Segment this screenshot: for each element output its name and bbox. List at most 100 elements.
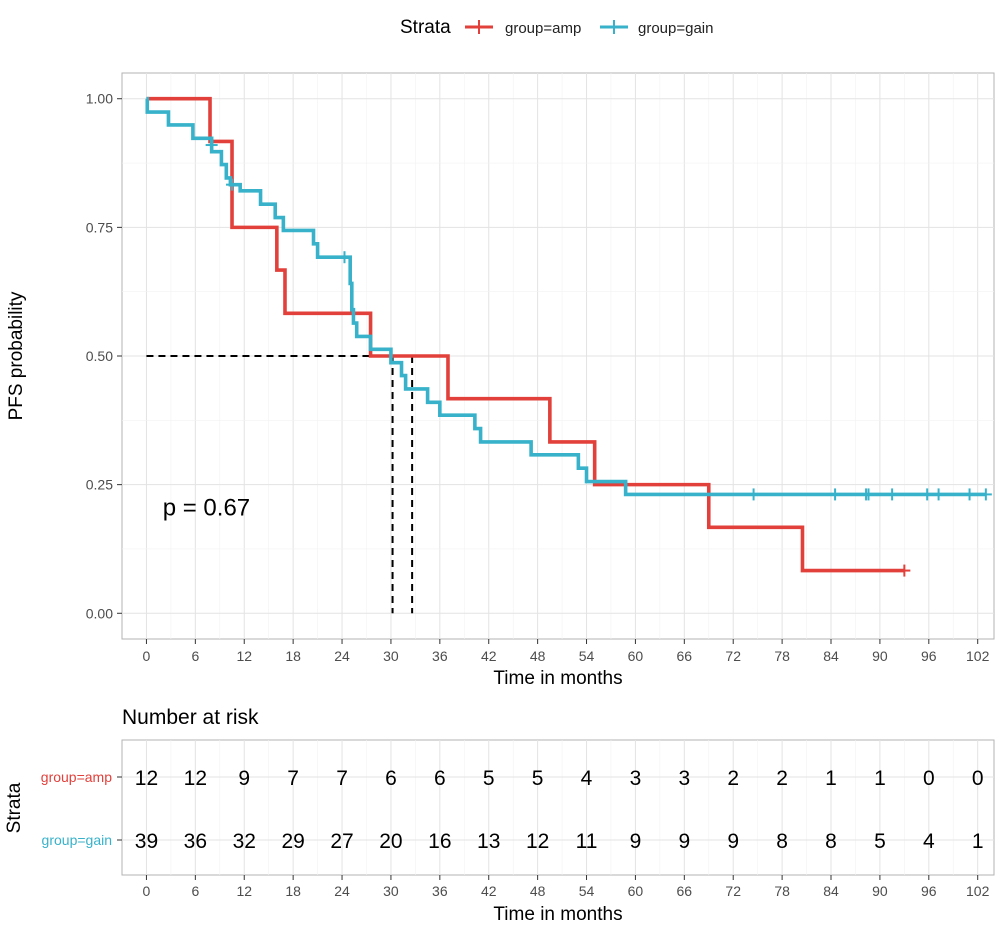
x-tick-label: 96 (921, 648, 937, 664)
risk-table-panel (121, 739, 995, 876)
risk-count: 5 (532, 767, 544, 790)
risk-count: 39 (135, 830, 158, 853)
risk-count: 29 (281, 830, 304, 853)
risk-count: 4 (581, 767, 593, 790)
risk-x-tick-label: 42 (481, 883, 497, 899)
risk-x-tick-label: 60 (628, 883, 644, 899)
risk-count: 12 (184, 767, 207, 790)
risk-x-axis-title: Time in months (493, 904, 622, 925)
risk-count: 20 (379, 830, 402, 853)
x-tick-label: 84 (823, 648, 839, 664)
risk-count: 9 (678, 830, 690, 853)
x-tick-label: 102 (966, 648, 990, 664)
risk-count: 1 (874, 767, 886, 790)
risk-count: 16 (428, 830, 451, 853)
risk-x-tick-label: 54 (579, 883, 595, 899)
x-tick-label: 24 (334, 648, 350, 664)
x-tick-label: 54 (579, 648, 595, 664)
censor-marks (205, 139, 992, 577)
risk-x-tick-label: 6 (191, 883, 199, 899)
risk-count: 2 (776, 767, 788, 790)
risk-count: 6 (434, 767, 446, 790)
x-axis-ticks: 0 6 12 18 24 30 36 42 48 54 60 66 72 78 84 90 96 102 (143, 639, 990, 664)
risk-count: 1 (825, 767, 837, 790)
x-tick-label: 60 (628, 648, 644, 664)
risk-counts: 12 12 9 7 7 6 6 5 5 4 3 3 2 2 1 1 0 039 36 32 29 27 20 16 13 12 11… (135, 767, 984, 853)
risk-grid (122, 740, 994, 875)
legend-title: Strata (400, 17, 451, 38)
risk-x-tick-label: 102 (966, 883, 990, 899)
risk-x-tick-label: 24 (334, 883, 350, 899)
legend-item-amp: group=amp (465, 20, 581, 37)
risk-count: 9 (238, 767, 250, 790)
risk-count: 7 (287, 767, 299, 790)
y-tick-label: 0.00 (86, 605, 113, 621)
risk-count: 8 (825, 830, 837, 853)
risk-count: 11 (576, 830, 598, 853)
risk-count: 3 (630, 767, 642, 790)
risk-count: 36 (184, 830, 207, 853)
risk-count: 9 (727, 830, 739, 853)
risk-x-axis-ticks: 0 6 12 18 24 30 36 42 48 54 60 66 72 78 84 90 96 102 (143, 875, 990, 899)
risk-row-labels: group=amp group=gain (41, 769, 122, 848)
y-axis-title: PFS probability (6, 291, 27, 420)
risk-x-tick-label: 84 (823, 883, 839, 899)
risk-count: 0 (923, 767, 935, 790)
y-tick-label: 0.50 (86, 348, 113, 364)
risk-count: 8 (776, 830, 788, 853)
y-tick-label: 0.75 (86, 219, 113, 235)
x-tick-label: 6 (191, 648, 199, 664)
legend-item-gain: group=gain (600, 20, 713, 37)
risk-x-tick-label: 66 (677, 883, 693, 899)
x-tick-label: 66 (677, 648, 693, 664)
x-tick-label: 0 (143, 648, 151, 664)
risk-count: 32 (233, 830, 256, 853)
risk-count: 2 (727, 767, 739, 790)
risk-row-label: group=gain (42, 832, 112, 848)
risk-count: 12 (526, 830, 549, 853)
x-tick-label: 90 (872, 648, 888, 664)
risk-x-tick-label: 90 (872, 883, 888, 899)
x-tick-label: 72 (725, 648, 741, 664)
risk-x-tick-label: 96 (921, 883, 937, 899)
risk-count: 3 (678, 767, 690, 790)
risk-x-tick-label: 30 (383, 883, 399, 899)
risk-x-tick-label: 36 (432, 883, 448, 899)
risk-x-tick-label: 78 (774, 883, 790, 899)
risk-y-axis-title: Strata (4, 782, 25, 833)
risk-x-tick-label: 72 (725, 883, 741, 899)
risk-count: 5 (874, 830, 886, 853)
x-tick-label: 36 (432, 648, 448, 664)
risk-count: 0 (972, 767, 984, 790)
risk-count: 6 (385, 767, 397, 790)
risk-x-tick-label: 18 (285, 883, 301, 899)
risk-count: 9 (630, 830, 642, 853)
risk-count: 27 (330, 830, 353, 853)
risk-x-tick-label: 0 (143, 883, 151, 899)
risk-count: 5 (483, 767, 495, 790)
survival-curve-gain (145, 96, 986, 497)
x-axis-title: Time in months (493, 668, 622, 689)
risk-count: 7 (336, 767, 348, 790)
y-tick-label: 0.25 (86, 477, 113, 493)
risk-row-label: group=amp (41, 769, 112, 785)
legend: Strata group=amp group=gain (400, 17, 713, 38)
risk-table-title: Number at risk (122, 706, 259, 729)
legend-label-amp: group=amp (505, 20, 581, 37)
legend-label-gain: group=gain (638, 20, 713, 37)
risk-count: 1 (972, 830, 984, 853)
x-tick-label: 48 (530, 648, 546, 664)
risk-count: 12 (135, 767, 158, 790)
median-lines (146, 355, 414, 614)
x-tick-label: 78 (774, 648, 790, 664)
x-tick-label: 18 (285, 648, 301, 664)
x-tick-label: 30 (383, 648, 399, 664)
y-axis-ticks: 0.00 0.25 0.50 0.75 1.00 (86, 91, 122, 621)
risk-count: 4 (923, 830, 935, 853)
x-tick-label: 12 (236, 648, 252, 664)
risk-count: 13 (477, 830, 500, 853)
risk-x-tick-label: 48 (530, 883, 546, 899)
risk-x-tick-label: 12 (236, 883, 252, 899)
p-value-annotation: p = 0.67 (163, 495, 250, 522)
